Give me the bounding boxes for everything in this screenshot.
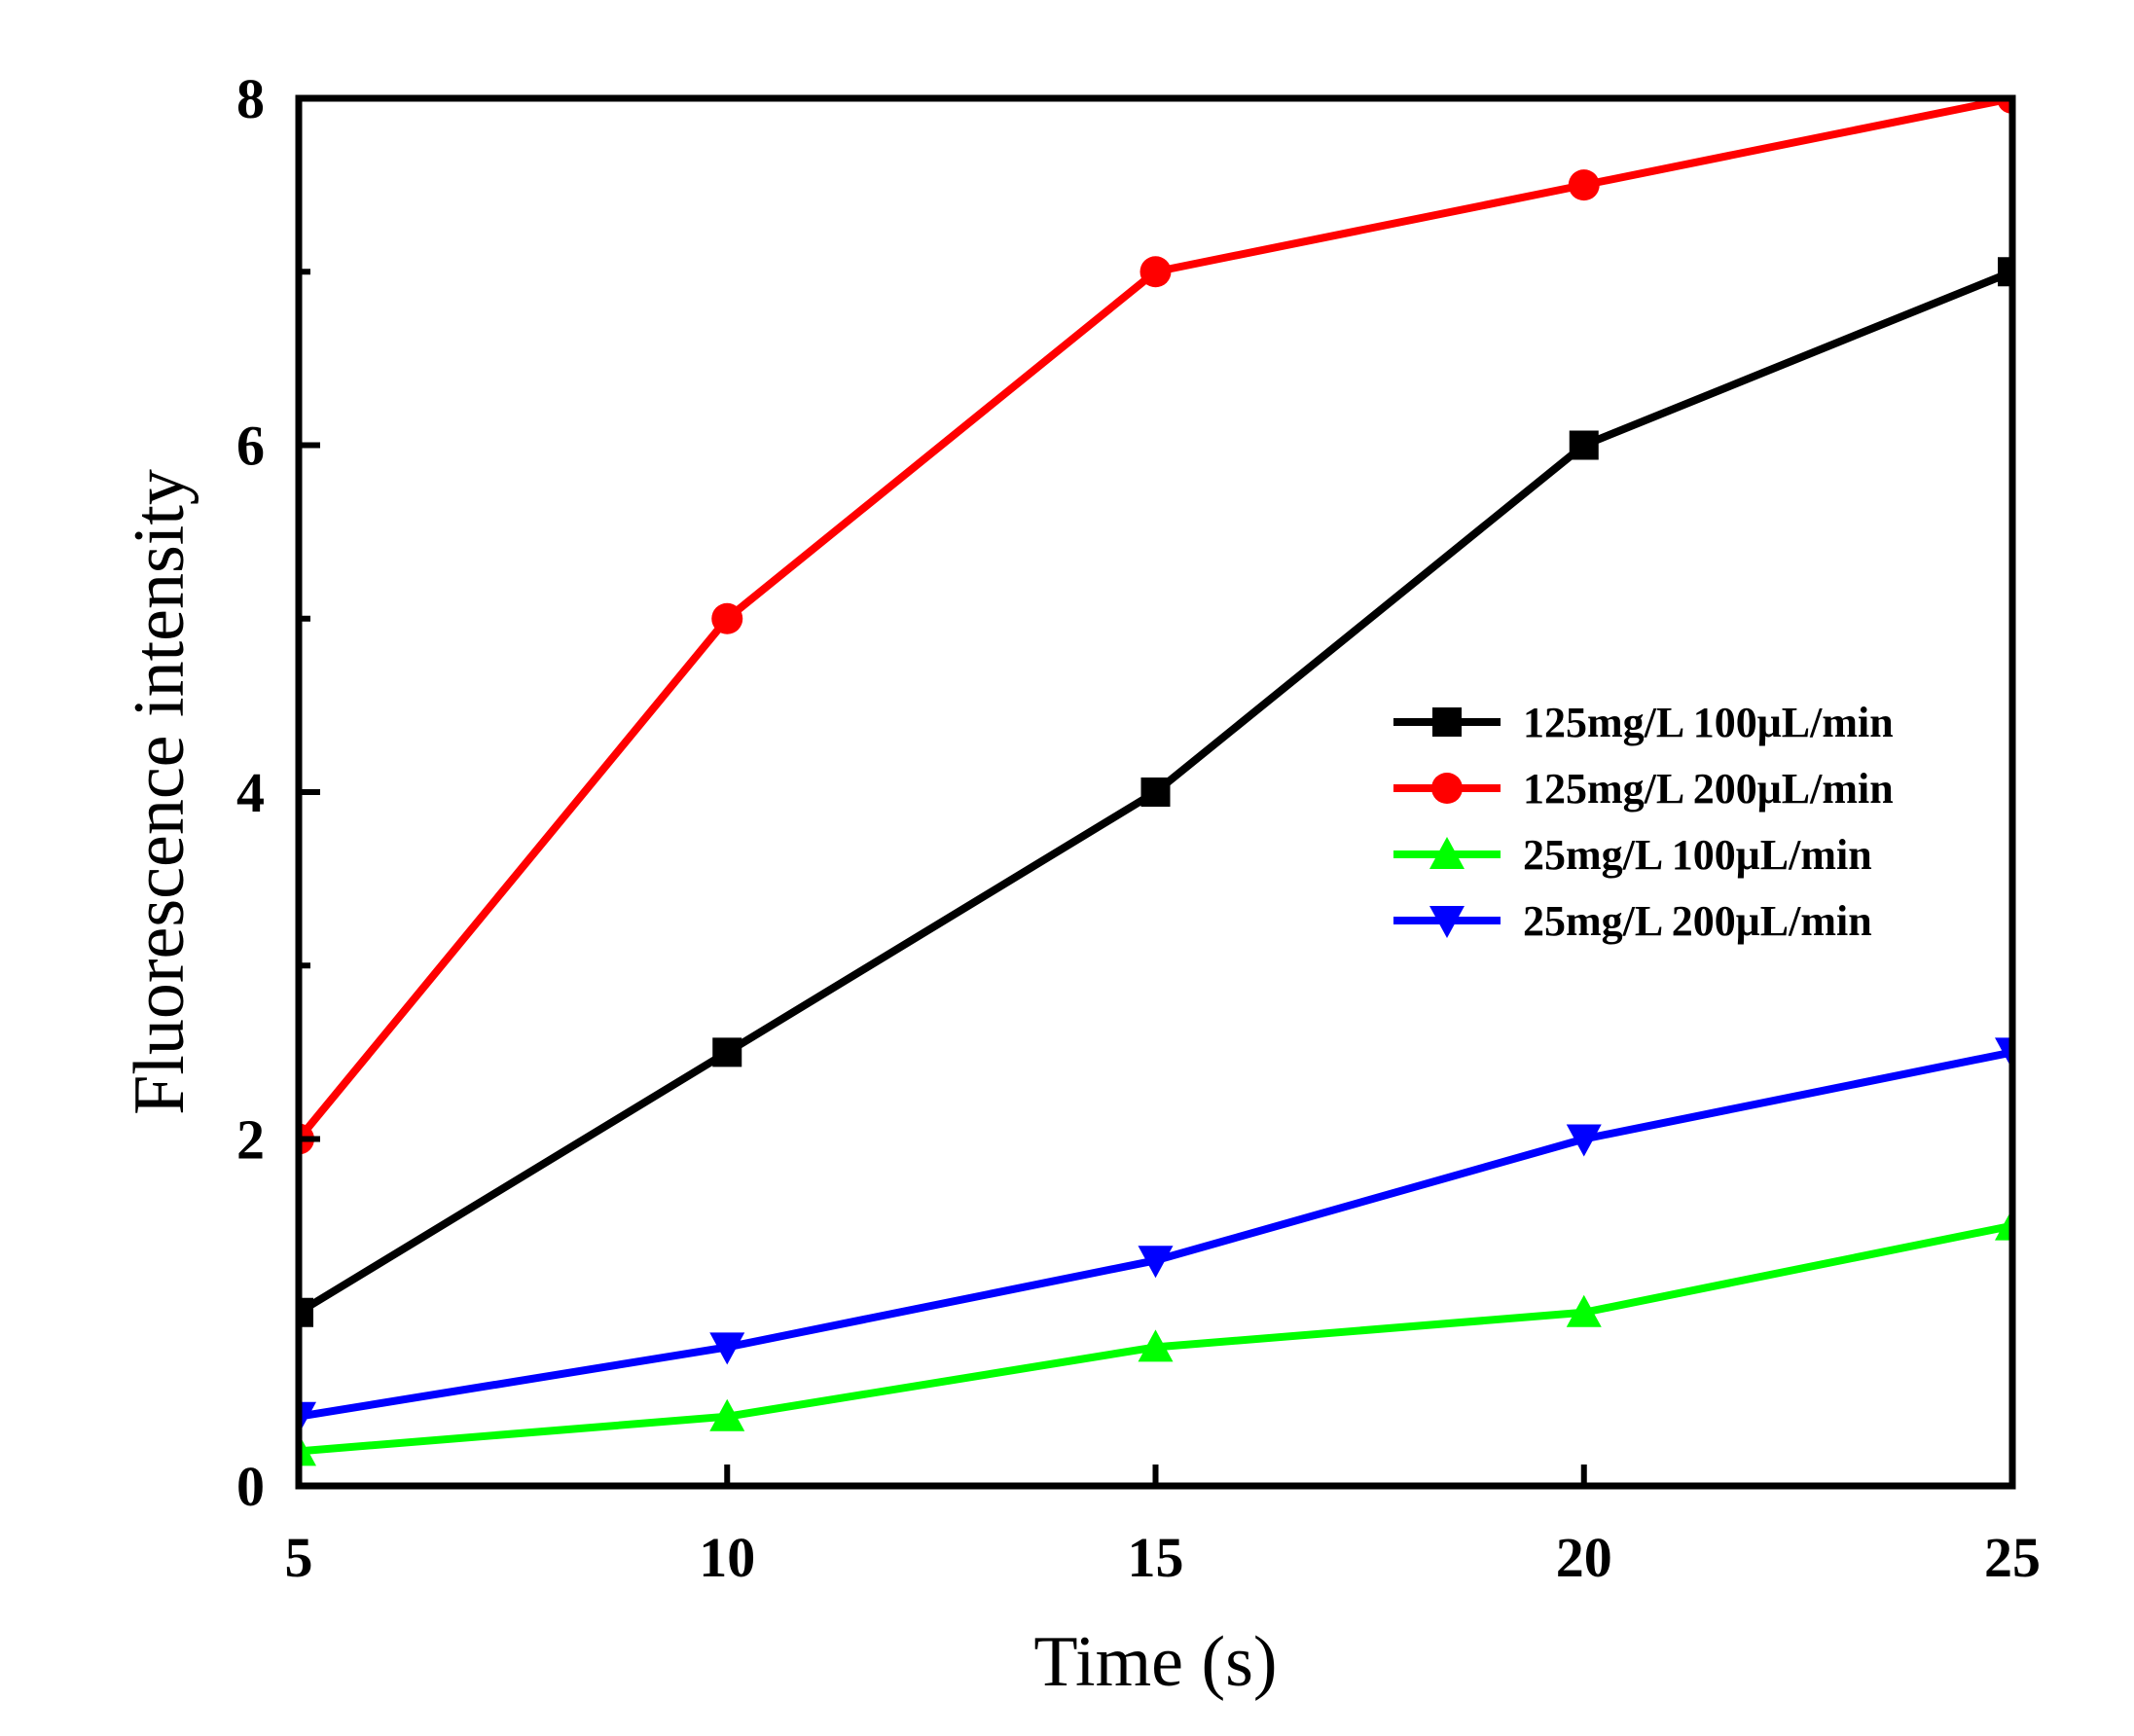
data-point bbox=[1140, 778, 1171, 807]
legend-label: 25mg/L 100μL/min bbox=[1523, 831, 1872, 879]
series-4 bbox=[299, 1037, 2012, 1434]
x-tick-label: 25 bbox=[1984, 1526, 2041, 1589]
series-3 bbox=[299, 1208, 2012, 1466]
data-point bbox=[1995, 1208, 2012, 1241]
data-point bbox=[709, 1398, 745, 1431]
legend-marker bbox=[1429, 837, 1465, 869]
data-point bbox=[1998, 257, 2012, 287]
x-tick-label: 5 bbox=[285, 1526, 313, 1589]
series-line bbox=[299, 98, 2012, 1142]
legend-label: 125mg/L 100μL/min bbox=[1523, 699, 1894, 746]
data-point bbox=[712, 1037, 742, 1067]
legend-item: 125mg/L 200μL/min bbox=[1393, 765, 1894, 813]
y-tick-label: 4 bbox=[236, 761, 265, 824]
data-point bbox=[1997, 98, 2012, 114]
legend-label: 125mg/L 200μL/min bbox=[1523, 765, 1894, 813]
data-point bbox=[299, 1433, 316, 1466]
y-tick-labels: 0 2 4 6 8 bbox=[236, 67, 265, 1518]
axis-ticks bbox=[296, 95, 2015, 1489]
data-point bbox=[1566, 1294, 1602, 1327]
legend-item: 25mg/L 200μL/min bbox=[1393, 897, 1872, 945]
legend-marker bbox=[1431, 773, 1463, 804]
x-tick-label: 10 bbox=[699, 1526, 755, 1589]
data-point bbox=[1566, 1124, 1602, 1157]
series-line bbox=[299, 1048, 2012, 1421]
series-layer bbox=[299, 98, 2012, 1466]
y-tick-label: 2 bbox=[236, 1108, 265, 1172]
legend-marker bbox=[1429, 906, 1465, 938]
data-point bbox=[711, 602, 743, 634]
data-point bbox=[1568, 169, 1600, 201]
data-point bbox=[1139, 256, 1172, 288]
legend-item: 125mg/L 100μL/min bbox=[1393, 699, 1894, 746]
data-point bbox=[1138, 1246, 1174, 1279]
y-tick-label: 8 bbox=[236, 67, 265, 130]
legend-label: 25mg/L 200μL/min bbox=[1523, 897, 1872, 945]
data-point bbox=[709, 1332, 745, 1365]
x-tick-labels: 5 10 15 20 25 bbox=[285, 1526, 2042, 1589]
legend-item: 25mg/L 100μL/min bbox=[1393, 831, 1872, 879]
legend-marker bbox=[1432, 707, 1462, 737]
data-point bbox=[299, 1401, 316, 1434]
y-axis-title: Fluorescence intensity bbox=[120, 469, 199, 1115]
data-point bbox=[1569, 430, 1599, 460]
x-tick-label: 15 bbox=[1128, 1526, 1184, 1589]
data-point bbox=[1995, 1037, 2012, 1070]
series-2 bbox=[299, 98, 2012, 1155]
series-1 bbox=[299, 257, 2012, 1327]
x-axis-title: Time (s) bbox=[1033, 1622, 1277, 1702]
data-point bbox=[1138, 1329, 1174, 1362]
legend: 125mg/L 100μL/min 125mg/L 200μL/min 25mg/L… bbox=[1393, 699, 1894, 945]
y-tick-label: 0 bbox=[236, 1455, 265, 1518]
y-tick-label: 6 bbox=[236, 415, 265, 478]
x-tick-label: 20 bbox=[1556, 1526, 1612, 1589]
